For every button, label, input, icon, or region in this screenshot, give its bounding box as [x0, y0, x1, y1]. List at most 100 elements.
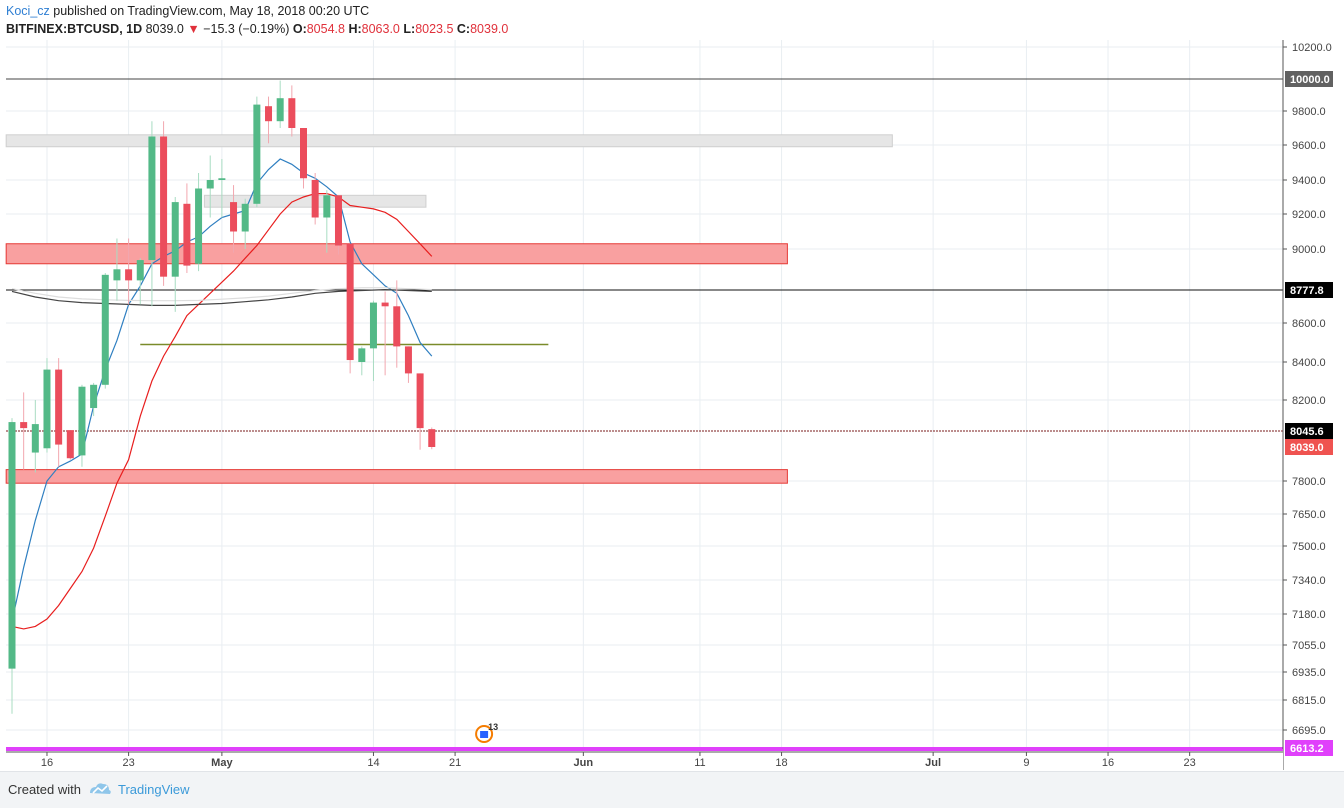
candle-body[interactable]	[183, 203, 191, 266]
candle-body[interactable]	[300, 128, 307, 179]
candle-body[interactable]	[43, 369, 51, 449]
support-resistance-zone[interactable]	[5, 243, 788, 265]
candle-body[interactable]	[113, 269, 121, 281]
price-tick-label: 7180.0	[1292, 609, 1326, 621]
author-link[interactable]: Koci_cz	[6, 4, 50, 18]
support-resistance-zone[interactable]	[5, 134, 893, 148]
moving-average-line	[11, 193, 433, 630]
candle-body[interactable]	[101, 274, 109, 385]
high-label: H:	[348, 22, 362, 36]
candle-body[interactable]	[265, 106, 273, 122]
footer: Created with TradingView	[0, 771, 1344, 808]
published-text: published on TradingView.com, May 18, 20…	[49, 4, 370, 18]
time-tick-label: 18	[775, 757, 787, 769]
candle-body[interactable]	[8, 422, 16, 669]
candle-body[interactable]	[253, 104, 261, 204]
candle-body[interactable]	[230, 202, 238, 232]
low-label: L:	[403, 22, 416, 36]
price-tick-label: 9400.0	[1292, 175, 1326, 187]
candle-body[interactable]	[66, 430, 74, 459]
candle-body[interactable]	[369, 302, 377, 349]
flag-icon	[480, 731, 489, 738]
price-tag-label: 10000.0	[1290, 74, 1330, 86]
price-tick-label: 9000.0	[1292, 244, 1326, 256]
down-arrow-icon: ▼	[187, 22, 200, 36]
open-value: 8054.8	[306, 22, 345, 36]
price-chart[interactable]: 10200.0 9800.0 9600.0 9400.0 9200.0 9000.0 860…	[0, 0, 1344, 771]
candle-body[interactable]	[136, 260, 144, 281]
price-tick-label: 8200.0	[1292, 395, 1326, 407]
price-tick-label: 10200.0	[1292, 42, 1332, 54]
high-value: 8063.0	[361, 22, 400, 36]
tradingview-logo-icon	[90, 783, 111, 794]
close-label: C:	[456, 22, 471, 36]
candle-body[interactable]	[206, 180, 214, 189]
open-label: O:	[292, 22, 307, 36]
symbol-label: BITFINEX:BTCUSD, 1D	[6, 22, 143, 36]
price-tick-label: 7650.0	[1292, 509, 1326, 521]
price-tick-label: 7800.0	[1292, 476, 1326, 488]
price-tag-label: 8039.0	[1290, 442, 1324, 454]
candle-body[interactable]	[381, 302, 389, 307]
price-tag	[1285, 439, 1333, 455]
price-tag	[1285, 282, 1333, 298]
publish-line: Koci_cz published on TradingView.com, Ma…	[6, 4, 369, 18]
candle-body[interactable]	[288, 98, 296, 128]
moving-average-line	[11, 287, 432, 302]
price-tick-label: 6695.0	[1292, 725, 1326, 737]
time-tick-label: 16	[41, 757, 53, 769]
candle-body[interactable]	[78, 386, 86, 456]
candle-body[interactable]	[90, 384, 98, 409]
last-price: 8039.0	[145, 22, 184, 36]
low-value: 8023.5	[415, 22, 454, 36]
candle-body[interactable]	[218, 178, 226, 180]
price-tag-label: 6613.2	[1290, 743, 1324, 755]
time-axis[interactable]	[0, 749, 1283, 771]
candle-body[interactable]	[31, 424, 39, 453]
candle-body[interactable]	[171, 202, 179, 277]
price-tag-label: 8045.6	[1290, 426, 1324, 438]
price-tick-label: 9200.0	[1292, 209, 1326, 221]
price-tick-label: 7340.0	[1292, 575, 1326, 587]
price-axis[interactable]	[1283, 40, 1344, 770]
candle-body[interactable]	[160, 136, 168, 277]
ohlc-line: BITFINEX:BTCUSD, 1D 8039.0 ▼ −15.3 (−0.1…	[6, 22, 508, 36]
price-tick-label: 7500.0	[1292, 541, 1326, 553]
events-badge-count: 13	[488, 722, 498, 732]
time-tick-label: 16	[1102, 757, 1114, 769]
moving-average-line	[11, 288, 432, 306]
time-tick-label: 23	[122, 757, 134, 769]
price-tag	[1285, 740, 1333, 756]
candle-body[interactable]	[416, 373, 424, 429]
candle-body[interactable]	[241, 203, 249, 232]
candle-body[interactable]	[346, 243, 354, 361]
candle-body[interactable]	[125, 269, 133, 281]
candle-body[interactable]	[20, 422, 28, 429]
time-tick-label: 23	[1184, 757, 1196, 769]
candle-body[interactable]	[195, 188, 203, 264]
price-tick-label: 6935.0	[1292, 667, 1326, 679]
price-change: −15.3 (−0.19%)	[203, 22, 290, 36]
candle-body[interactable]	[311, 180, 319, 218]
candle-body[interactable]	[323, 195, 331, 218]
chart-header: Koci_cz published on TradingView.com, Ma…	[0, 0, 1344, 40]
price-tick-label: 9600.0	[1292, 140, 1326, 152]
price-tick-label: 9800.0	[1292, 106, 1326, 118]
price-tick-label: 7055.0	[1292, 640, 1326, 652]
created-with-text: Created with	[8, 782, 81, 797]
candle-body[interactable]	[334, 195, 342, 246]
candle-body[interactable]	[276, 98, 284, 122]
candle-body[interactable]	[393, 306, 401, 347]
price-tick-label: 8400.0	[1292, 357, 1326, 369]
candle-body[interactable]	[55, 369, 63, 445]
time-tick-label: 11	[694, 757, 705, 769]
support-resistance-zone[interactable]	[5, 469, 788, 484]
tradingview-brand-link[interactable]: TradingView	[118, 782, 190, 797]
price-tag-label: 8777.8	[1290, 285, 1324, 297]
candle-body[interactable]	[358, 348, 366, 362]
time-tick-label: 14	[367, 757, 379, 769]
price-tick-label: 8600.0	[1292, 318, 1326, 330]
candle-body[interactable]	[428, 429, 436, 447]
candle-body[interactable]	[148, 136, 156, 261]
candle-body[interactable]	[404, 346, 412, 374]
